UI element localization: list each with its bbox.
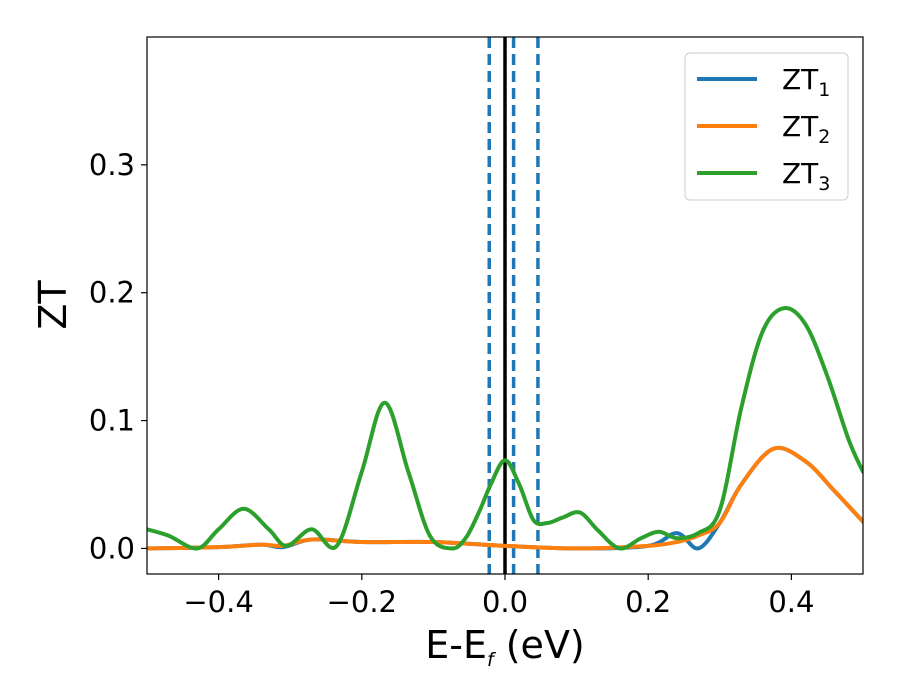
x-tick-label: −0.2 — [327, 585, 397, 619]
series-line-3 — [147, 306, 863, 551]
x-axis-ticks: −0.4 −0.2 0.0 0.2 0.4 — [183, 574, 814, 619]
legend: ZT1 ZT2 ZT3 — [684, 52, 849, 201]
y-axis-label: ZT — [31, 280, 75, 330]
legend-label-3: ZT3 — [782, 157, 830, 195]
legend-label-2: ZT2 — [782, 110, 830, 148]
legend-label-1: ZT1 — [782, 63, 830, 101]
series-lines — [147, 306, 863, 551]
y-tick-label: 0.1 — [89, 404, 135, 438]
y-tick-label: 0.2 — [89, 276, 135, 310]
x-tick-label: 0.2 — [625, 585, 671, 619]
y-tick-label: 0.3 — [89, 148, 135, 182]
x-tick-label: 0.0 — [482, 585, 528, 619]
x-axis-label: E-Ef (eV) — [425, 623, 585, 671]
y-axis-ticks: 0.0 0.1 0.2 0.3 — [89, 148, 147, 565]
x-tick-label: 0.4 — [768, 585, 814, 619]
x-tick-label: −0.4 — [183, 585, 253, 619]
series-line-2 — [147, 445, 863, 551]
legend-box — [684, 52, 849, 201]
y-tick-label: 0.0 — [89, 531, 135, 565]
